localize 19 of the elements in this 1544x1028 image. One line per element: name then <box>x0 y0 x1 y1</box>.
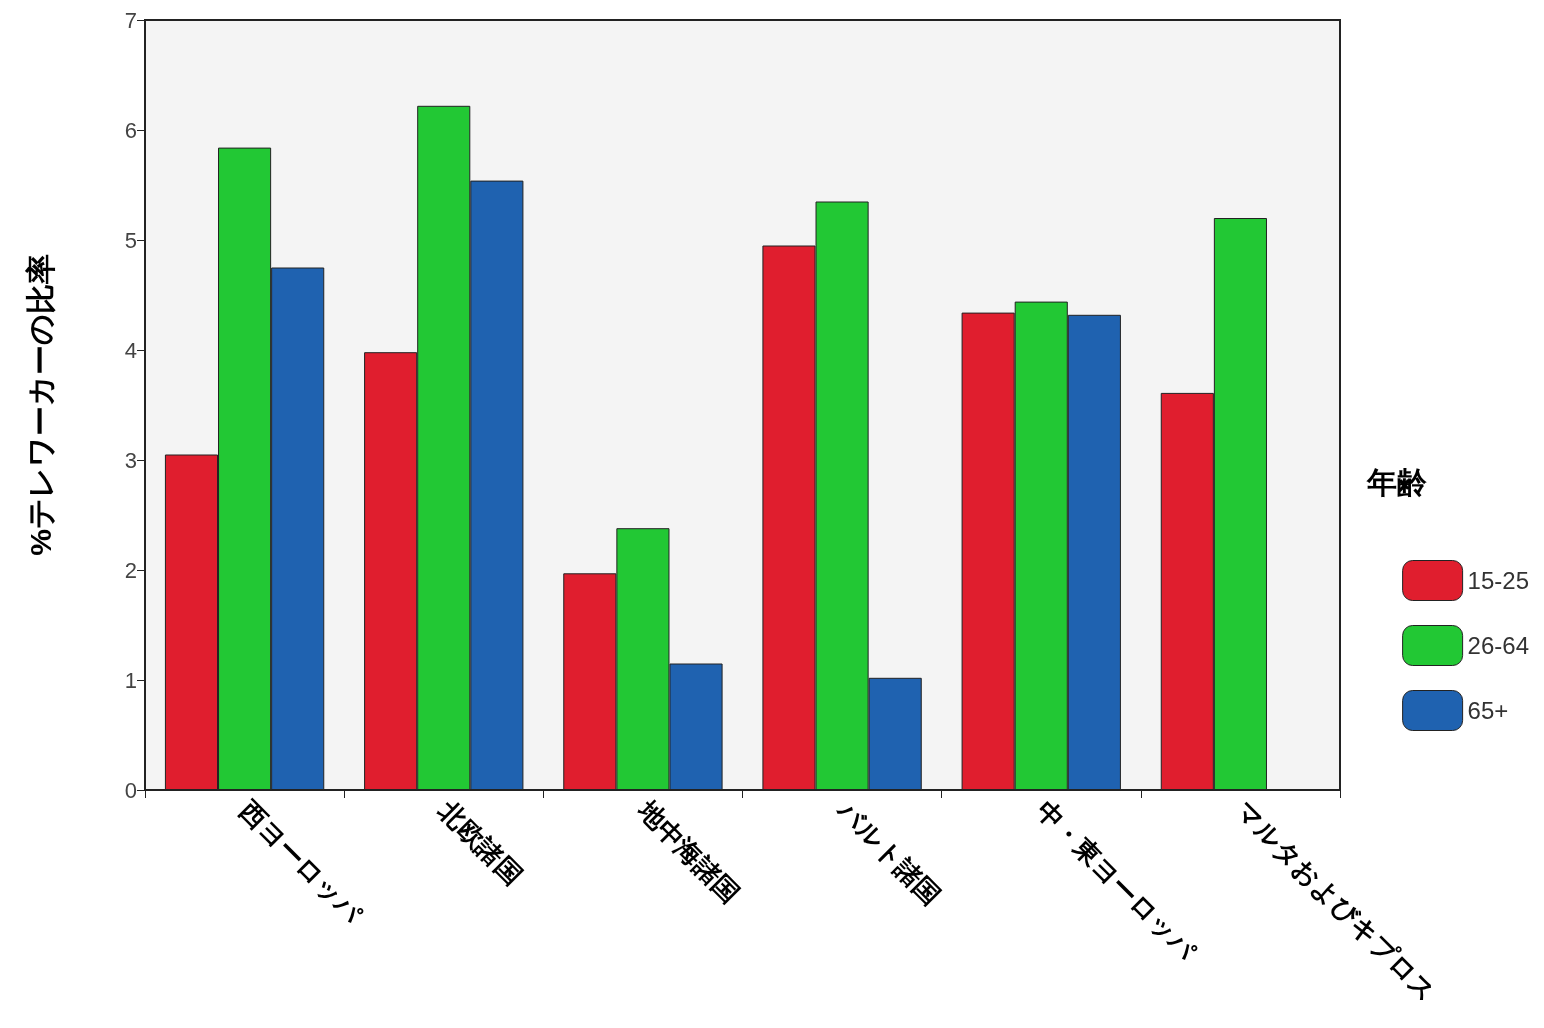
y-tick-label: 1 <box>124 667 137 693</box>
y-tick-label: 5 <box>124 227 137 253</box>
x-tick-label: 地中海諸国 <box>631 794 746 909</box>
y-tick-label: 2 <box>124 557 137 583</box>
x-tick-label: 北欧諸国 <box>432 794 528 891</box>
legend-title: 年齢 <box>1366 465 1427 499</box>
legend-label: 26-64 <box>1467 632 1530 659</box>
y-tick-label: 4 <box>124 337 137 363</box>
x-tick-label: マルタおよびキプロス <box>1229 795 1442 1008</box>
y-axis-title: %テレワーカーの比率 <box>23 254 57 556</box>
y-tick-label: 3 <box>124 447 137 473</box>
x-tick-label: 中・東ヨーロッパ <box>1030 795 1202 967</box>
legend-label: 65+ <box>1467 697 1509 724</box>
y-tick-label: 7 <box>124 7 137 33</box>
y-tick-label: 6 <box>124 117 137 143</box>
legend-label: 15-25 <box>1467 567 1530 594</box>
y-tick-label: 0 <box>124 777 137 803</box>
x-tick-label: バルト諸国 <box>830 793 947 911</box>
x-tick-label: 西ヨーロッパ <box>233 794 369 930</box>
